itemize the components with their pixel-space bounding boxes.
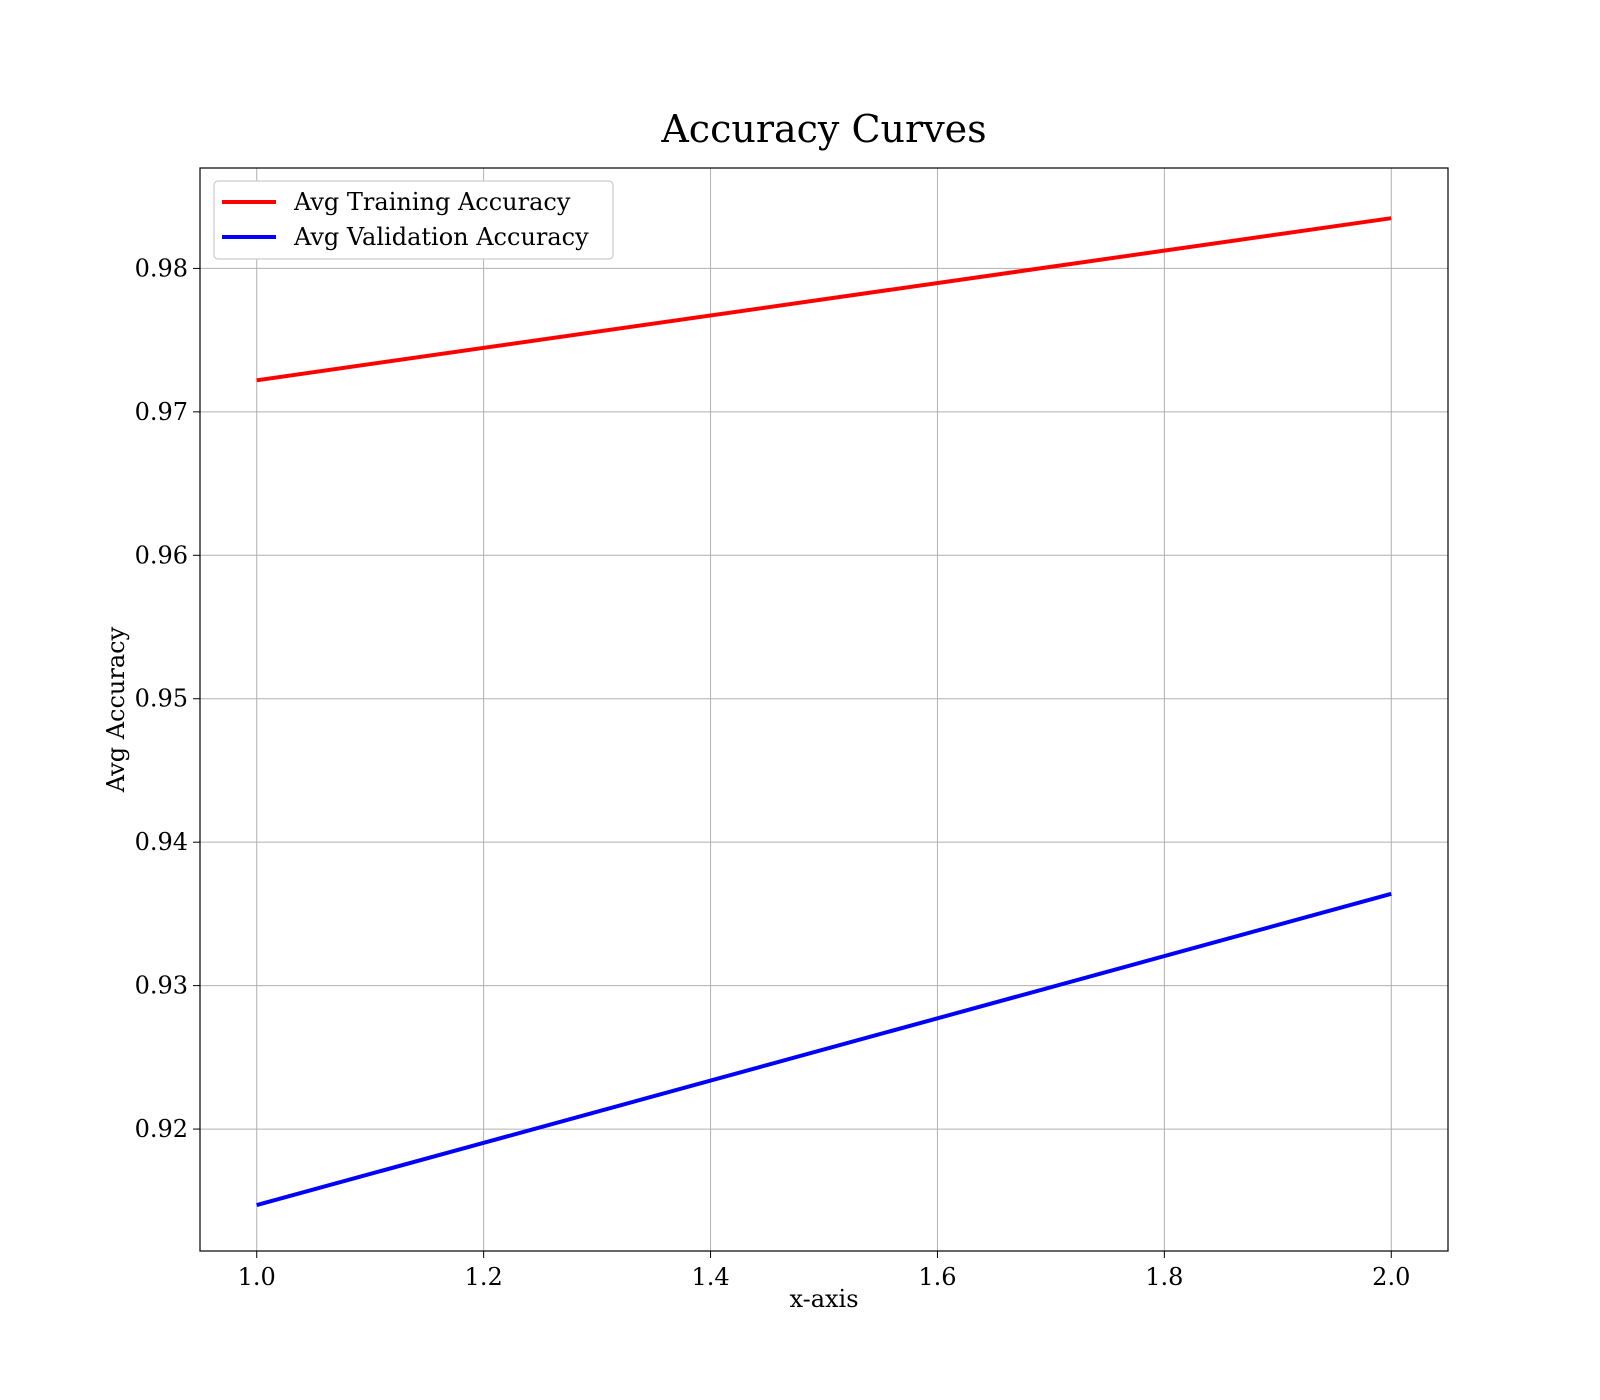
x-tick-label: 2.0 — [1372, 1263, 1410, 1291]
x-tick-label: 1.0 — [238, 1263, 276, 1291]
series-layer — [256, 216, 1392, 1208]
y-tick-label: 0.97 — [135, 398, 188, 426]
y-axis-label: Avg Accuracy — [102, 626, 130, 793]
plot-frame — [199, 167, 1449, 1252]
series-line-training — [256, 216, 1392, 383]
legend-label: Avg Training Accuracy — [293, 188, 571, 216]
y-tick-label: 0.92 — [135, 1115, 188, 1143]
x-tick-label: 1.2 — [465, 1263, 503, 1291]
y-tick-label: 0.94 — [135, 828, 188, 856]
grid-layer — [200, 168, 1448, 1251]
x-tick-label: 1.6 — [918, 1263, 956, 1291]
legend-box — [213, 180, 614, 260]
legend-label: Avg Validation Accuracy — [293, 223, 589, 251]
y-tick-label: 0.93 — [135, 972, 188, 1000]
labels-layer: Accuracy Curves x-axis Avg Accuracy — [102, 107, 987, 1313]
x-axis-label: x-axis — [789, 1285, 858, 1313]
axes-layer: 1.0 1.2 1.4 1.6 1.8 2.0 0.92 0.93 0.94 0.95 0.96 0.… — [135, 167, 1449, 1291]
legend: Avg Training Accuracy Avg Validation Accu… — [213, 180, 614, 260]
y-tick-label: 0.95 — [135, 685, 188, 713]
series-line-validation — [256, 891, 1392, 1208]
y-tick-label: 0.96 — [135, 541, 188, 569]
y-tick-label: 0.98 — [135, 254, 188, 282]
x-tick-label: 1.4 — [691, 1263, 729, 1291]
chart-title: Accuracy Curves — [660, 107, 986, 151]
x-tick-label: 1.8 — [1145, 1263, 1183, 1291]
